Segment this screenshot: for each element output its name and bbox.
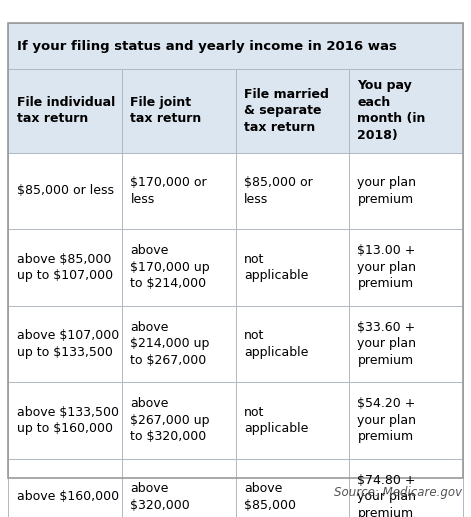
- Text: your plan
premium: your plan premium: [357, 176, 416, 206]
- Bar: [8, 23, 463, 69]
- Text: not
applicable: not applicable: [244, 329, 309, 359]
- Text: $85,000 or
less: $85,000 or less: [244, 176, 313, 206]
- Text: You pay
each
month (in
2018): You pay each month (in 2018): [357, 80, 426, 142]
- Text: $85,000 or less: $85,000 or less: [17, 184, 114, 197]
- Bar: [349, 153, 463, 229]
- Bar: [8, 459, 122, 517]
- Text: above
$170,000 up
to $214,000: above $170,000 up to $214,000: [130, 245, 210, 290]
- Bar: [349, 229, 463, 306]
- Text: above $133,500
up to $160,000: above $133,500 up to $160,000: [17, 405, 119, 435]
- Bar: [236, 153, 349, 229]
- Bar: [349, 382, 463, 459]
- Text: above
$214,000 up
to $267,000: above $214,000 up to $267,000: [130, 321, 210, 367]
- Text: $13.00 +
your plan
premium: $13.00 + your plan premium: [357, 245, 416, 290]
- Bar: [236, 459, 349, 517]
- Text: not
applicable: not applicable: [244, 252, 309, 282]
- Bar: [122, 229, 236, 306]
- Text: $170,000 or
less: $170,000 or less: [130, 176, 207, 206]
- Text: Source: Medicare.gov: Source: Medicare.gov: [334, 486, 463, 499]
- Bar: [122, 69, 236, 153]
- Text: File individual
tax return: File individual tax return: [17, 96, 115, 126]
- Bar: [8, 23, 463, 478]
- Bar: [349, 306, 463, 382]
- Bar: [236, 69, 349, 153]
- Text: File married
& separate
tax return: File married & separate tax return: [244, 88, 329, 133]
- Text: above $160,000: above $160,000: [17, 490, 119, 504]
- Bar: [122, 306, 236, 382]
- Bar: [8, 153, 122, 229]
- Bar: [122, 459, 236, 517]
- Bar: [349, 69, 463, 153]
- Text: $54.20 +
your plan
premium: $54.20 + your plan premium: [357, 398, 416, 443]
- Bar: [349, 459, 463, 517]
- Text: $33.60 +
your plan
premium: $33.60 + your plan premium: [357, 321, 416, 367]
- Bar: [8, 306, 122, 382]
- Text: not
applicable: not applicable: [244, 405, 309, 435]
- Text: File joint
tax return: File joint tax return: [130, 96, 202, 126]
- Bar: [122, 153, 236, 229]
- Bar: [8, 69, 122, 153]
- Bar: [8, 229, 122, 306]
- Text: If your filing status and yearly income in 2016 was: If your filing status and yearly income …: [17, 39, 397, 53]
- Text: $74.80 +
your plan
premium: $74.80 + your plan premium: [357, 474, 416, 517]
- Text: above
$85,000: above $85,000: [244, 482, 296, 512]
- Text: above
$267,000 up
to $320,000: above $267,000 up to $320,000: [130, 398, 210, 443]
- Text: above
$320,000: above $320,000: [130, 482, 190, 512]
- Text: above $85,000
up to $107,000: above $85,000 up to $107,000: [17, 252, 113, 282]
- Text: above $107,000
up to $133,500: above $107,000 up to $133,500: [17, 329, 119, 359]
- Bar: [236, 306, 349, 382]
- Bar: [122, 382, 236, 459]
- Bar: [236, 382, 349, 459]
- Bar: [8, 382, 122, 459]
- Bar: [236, 229, 349, 306]
